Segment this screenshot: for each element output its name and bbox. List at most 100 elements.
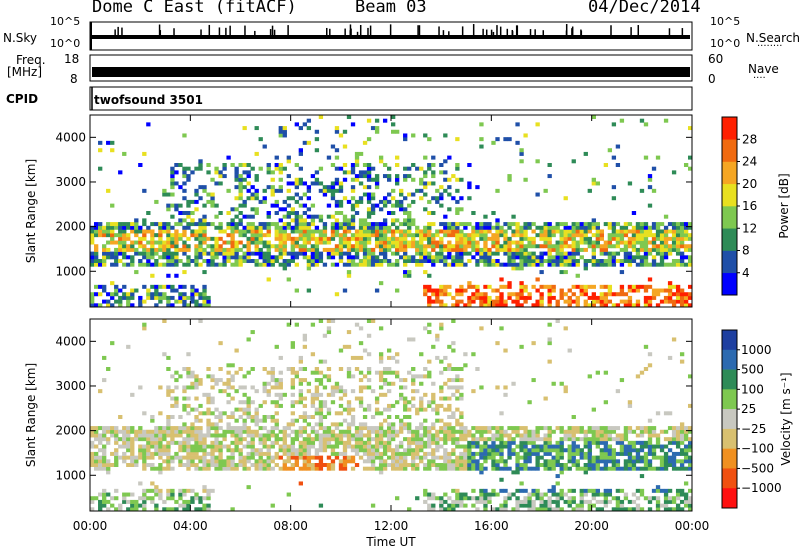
heatmap-cell <box>270 440 275 445</box>
heatmap-cell <box>547 225 552 230</box>
heatmap-cell <box>150 255 155 260</box>
heatmap-cell <box>310 236 316 241</box>
heatmap-cell <box>455 251 460 256</box>
heatmap-cell <box>342 244 348 249</box>
heatmap-cell <box>374 225 380 230</box>
heatmap-cell <box>479 466 484 471</box>
heatmap-cell <box>487 259 492 263</box>
heatmap-cell <box>354 236 360 241</box>
heatmap-cell <box>270 466 275 471</box>
heatmap-cell <box>515 240 520 245</box>
heatmap-cell <box>306 140 312 145</box>
heatmap-cell <box>579 225 584 230</box>
heatmap-cell <box>579 466 584 471</box>
heatmap-cell <box>515 292 520 297</box>
heatmap-cell <box>591 240 596 245</box>
heatmap-cell <box>423 170 428 175</box>
heatmap-cell <box>350 170 356 175</box>
heatmap-cell <box>246 411 251 416</box>
colorbar-swatch <box>722 448 737 469</box>
heatmap-cell <box>346 218 352 223</box>
heatmap-cell <box>206 374 211 379</box>
heatmap-cell <box>451 196 456 201</box>
heatmap-cell <box>683 295 689 300</box>
heatmap-cell <box>386 177 392 182</box>
heatmap-cell <box>118 259 123 263</box>
heatmap-cell <box>547 255 552 260</box>
heatmap-cell <box>258 262 263 267</box>
heatmap-cell <box>683 437 689 442</box>
heatmap-cell <box>358 247 364 252</box>
heatmap-cell <box>346 255 352 260</box>
heatmap-cell <box>298 251 303 256</box>
heatmap-cell <box>687 126 693 131</box>
heatmap-cell <box>683 229 689 234</box>
heatmap-cell <box>278 381 283 386</box>
heatmap-cell <box>499 326 504 331</box>
heatmap-cell <box>306 381 312 386</box>
heatmap-cell <box>403 422 408 427</box>
heatmap-cell <box>487 303 492 308</box>
heatmap-cell <box>386 381 392 386</box>
heatmap-cell <box>354 262 360 267</box>
heatmap-cell <box>463 437 468 442</box>
heatmap-cell <box>146 444 151 449</box>
heatmap-cell <box>427 288 432 293</box>
heatmap-cell <box>374 444 380 449</box>
heatmap-cell <box>382 251 388 256</box>
heatmap-cell <box>603 400 609 405</box>
heatmap-cell <box>447 233 452 238</box>
heatmap-cell <box>395 218 400 223</box>
heatmap-cell <box>126 448 131 453</box>
heatmap-cell <box>443 292 448 297</box>
heatmap-cell <box>182 170 187 175</box>
heatmap-cell <box>338 222 344 227</box>
heatmap-cell <box>302 222 308 227</box>
heatmap-cell <box>587 507 592 512</box>
heatmap-cell <box>643 496 649 501</box>
heatmap-cell <box>623 259 629 263</box>
heatmap-cell <box>559 292 564 297</box>
heatmap-cell <box>483 214 488 219</box>
heatmap-cell <box>499 429 504 434</box>
heatmap-cell <box>186 247 191 252</box>
heatmap-cell <box>370 192 376 197</box>
heatmap-cell <box>395 177 400 182</box>
heatmap-cell <box>671 499 677 504</box>
heatmap-cell <box>238 174 243 179</box>
heatmap-cell <box>170 262 175 267</box>
heatmap-cell <box>451 222 456 227</box>
heatmap-cell <box>603 444 609 449</box>
heatmap-cell <box>318 400 324 405</box>
heatmap-cell <box>463 426 468 431</box>
heatmap-cell <box>579 240 584 245</box>
heatmap-cell <box>563 492 568 497</box>
heatmap-cell <box>302 140 308 145</box>
heatmap-cell <box>423 255 428 260</box>
heatmap-cell <box>575 429 580 434</box>
heatmap-cell <box>631 466 637 471</box>
heatmap-cell <box>495 137 500 142</box>
heatmap-cell <box>575 466 580 471</box>
heatmap-cell <box>551 488 556 493</box>
heatmap-cell <box>659 262 665 267</box>
heatmap-cell <box>282 214 287 219</box>
heatmap-cell <box>679 437 685 442</box>
heatmap-cell <box>667 437 673 442</box>
heatmap-cell <box>607 437 613 442</box>
heatmap-cell <box>154 303 159 308</box>
heatmap-cell <box>306 259 312 263</box>
heatmap-cell <box>523 177 528 182</box>
colorbar-tick-label: −1000 <box>741 481 782 495</box>
heatmap-cell <box>354 429 360 434</box>
heatmap-cell <box>547 247 552 252</box>
heatmap-cell <box>230 455 235 460</box>
heatmap-cell <box>254 259 259 263</box>
heatmap-cell <box>126 244 131 249</box>
heatmap-cell <box>182 299 187 304</box>
heatmap-cell <box>419 407 424 412</box>
heatmap-cell <box>591 244 596 249</box>
heatmap-cell <box>543 466 548 471</box>
heatmap-cell <box>551 485 556 490</box>
heatmap-cell <box>663 229 669 234</box>
